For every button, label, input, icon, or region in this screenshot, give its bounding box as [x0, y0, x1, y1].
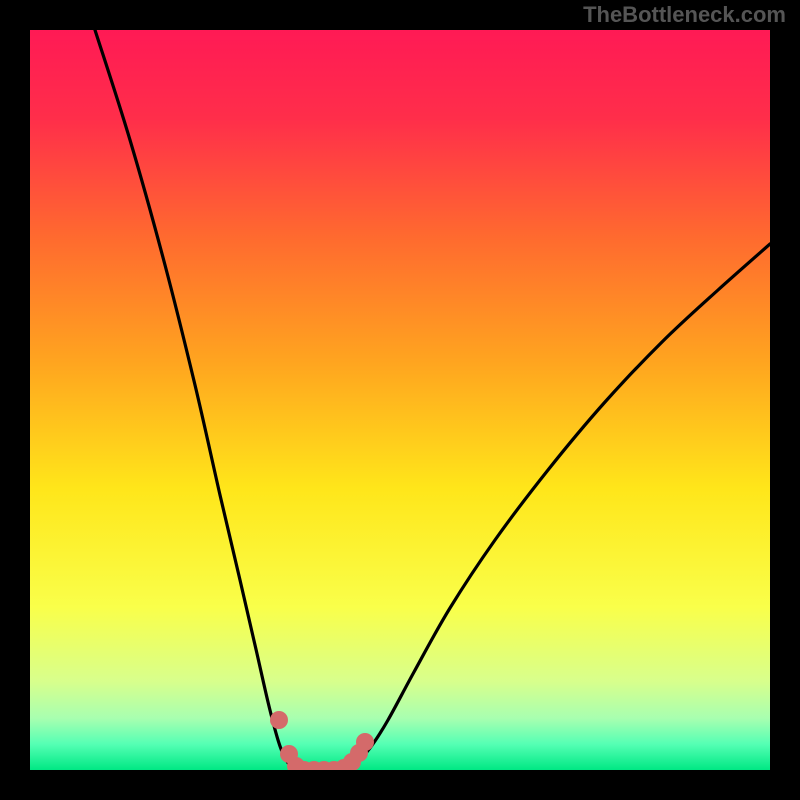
chart-frame: TheBottleneck.com — [0, 0, 800, 800]
highlight-dot — [356, 733, 374, 751]
highlight-dot — [270, 711, 288, 729]
plot-area — [30, 30, 770, 770]
bottleneck-chart — [0, 0, 800, 800]
watermark-text: TheBottleneck.com — [583, 2, 786, 28]
